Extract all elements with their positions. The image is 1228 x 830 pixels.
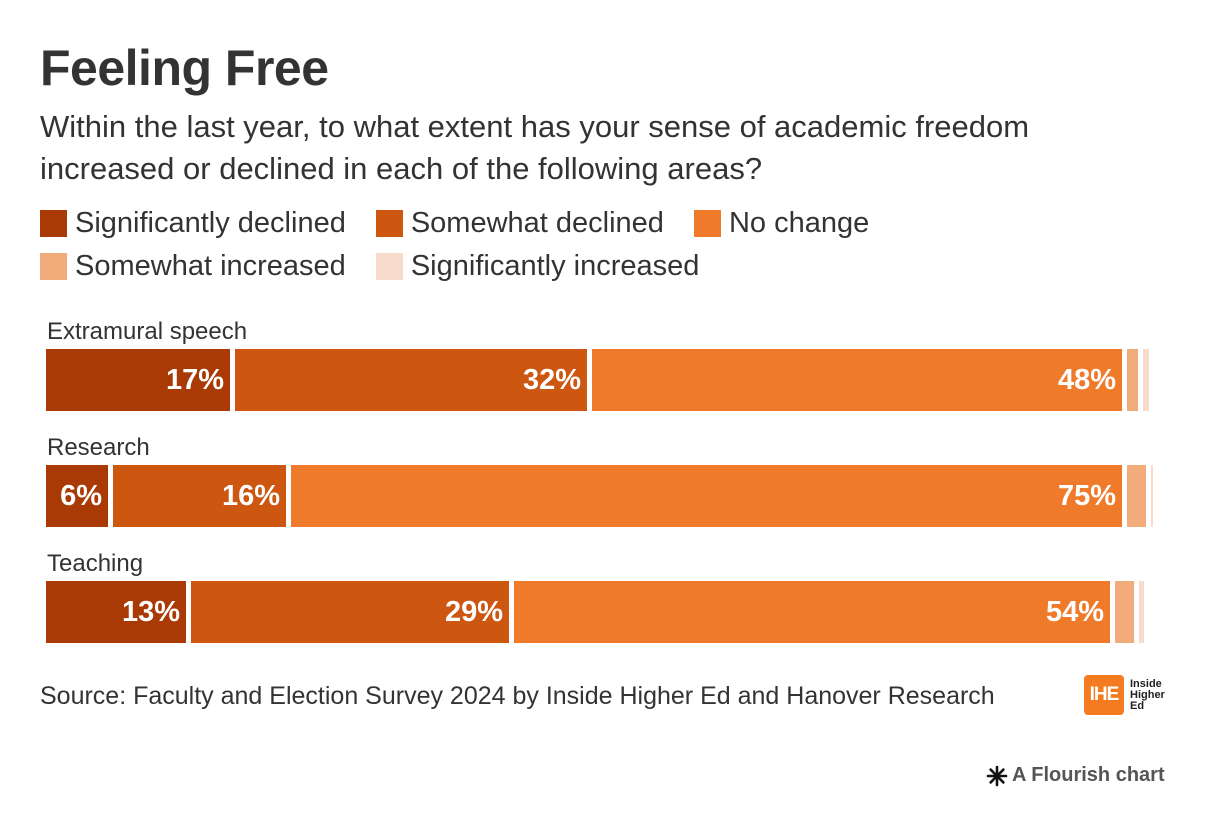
bar-segment[interactable]: 48% [592,349,1122,411]
legend-swatch [375,253,403,280]
bar-segment[interactable]: 13% [46,581,186,643]
chart-subtitle: Within the last year, to what extent has… [40,109,1030,186]
source-note: Source: Faculty and Election Survey 2024… [40,682,995,710]
legend-row: Somewhat increased Significantly increas… [40,245,1040,288]
legend-item-somewhat-increased[interactable]: Somewhat increased [40,250,346,283]
bar-segment[interactable]: 17% [46,349,230,411]
legend-label: Significantly increased [410,250,700,282]
bar-segment[interactable]: 75% [291,465,1122,527]
legend-swatch [40,210,67,237]
legend-swatch [693,210,721,237]
data-label: 13% [121,596,180,628]
bar-segment[interactable]: 29% [191,581,509,643]
flourish-credit[interactable]: A Flourish chart [986,764,1165,787]
data-label: 17% [165,364,224,396]
flourish-asterisk-icon [986,765,1008,786]
legend-item-significantly-increased[interactable]: Significantly increased [375,250,700,283]
legend-swatch [375,210,403,237]
bar-segment[interactable] [1115,581,1134,643]
bar-chart-plot: Extramural speech 17% 32% 48% Research 6% 16% 7… [46,318,1160,648]
data-label: 75% [1057,480,1116,512]
bar-row: 17% 32% 48% [46,349,1160,411]
ihe-logo[interactable]: IHE Inside Higher Ed [1084,675,1165,715]
data-label: 48% [1057,364,1116,396]
bar-segment[interactable] [1127,465,1146,527]
ihe-logo-text: Inside Higher Ed [1130,677,1165,712]
bar-segment[interactable]: 16% [113,465,286,527]
bar-row: 6% 16% 75% [46,465,1160,527]
ihe-logo-line: Inside [1130,677,1162,690]
legend-label: Somewhat increased [75,250,346,282]
data-label: 54% [1045,596,1104,628]
legend-label: Significantly declined [75,207,346,239]
bar-row: 13% 29% 54% [46,581,1160,643]
bar-segment[interactable] [1151,465,1153,527]
legend-label: No change [728,207,870,239]
legend-item-somewhat-declined[interactable]: Somewhat declined [375,207,664,240]
legend-swatch [40,253,67,280]
legend-row: Significantly declined Somewhat declined… [40,202,1040,245]
legend-item-significantly-declined[interactable]: Significantly declined [40,207,346,240]
data-label: 16% [221,480,280,512]
data-label: 32% [522,364,581,396]
chart-title: Feeling Free [40,40,329,96]
legend-label: Somewhat declined [410,207,664,239]
data-label: 29% [444,596,503,628]
bar-segment[interactable]: 54% [514,581,1110,643]
bar-segment[interactable]: 6% [46,465,108,527]
legend-item-no-change[interactable]: No change [693,207,870,240]
flourish-credit-label: A Flourish chart [1012,764,1165,786]
bar-segment[interactable]: 32% [235,349,587,411]
ihe-logo-mark: IHE [1084,675,1124,715]
bar-segment[interactable] [1139,581,1144,643]
bar-segment[interactable] [1127,349,1138,411]
ihe-logo-line: Ed [1130,699,1145,712]
data-label: 6% [60,480,102,512]
legend: Significantly declined Somewhat declined… [40,202,1040,288]
ihe-logo-line: Higher [1130,688,1165,701]
category-label: Extramural speech [47,318,248,345]
category-label: Teaching [47,550,144,577]
category-label: Research [47,434,150,461]
bar-segment[interactable] [1143,349,1149,411]
